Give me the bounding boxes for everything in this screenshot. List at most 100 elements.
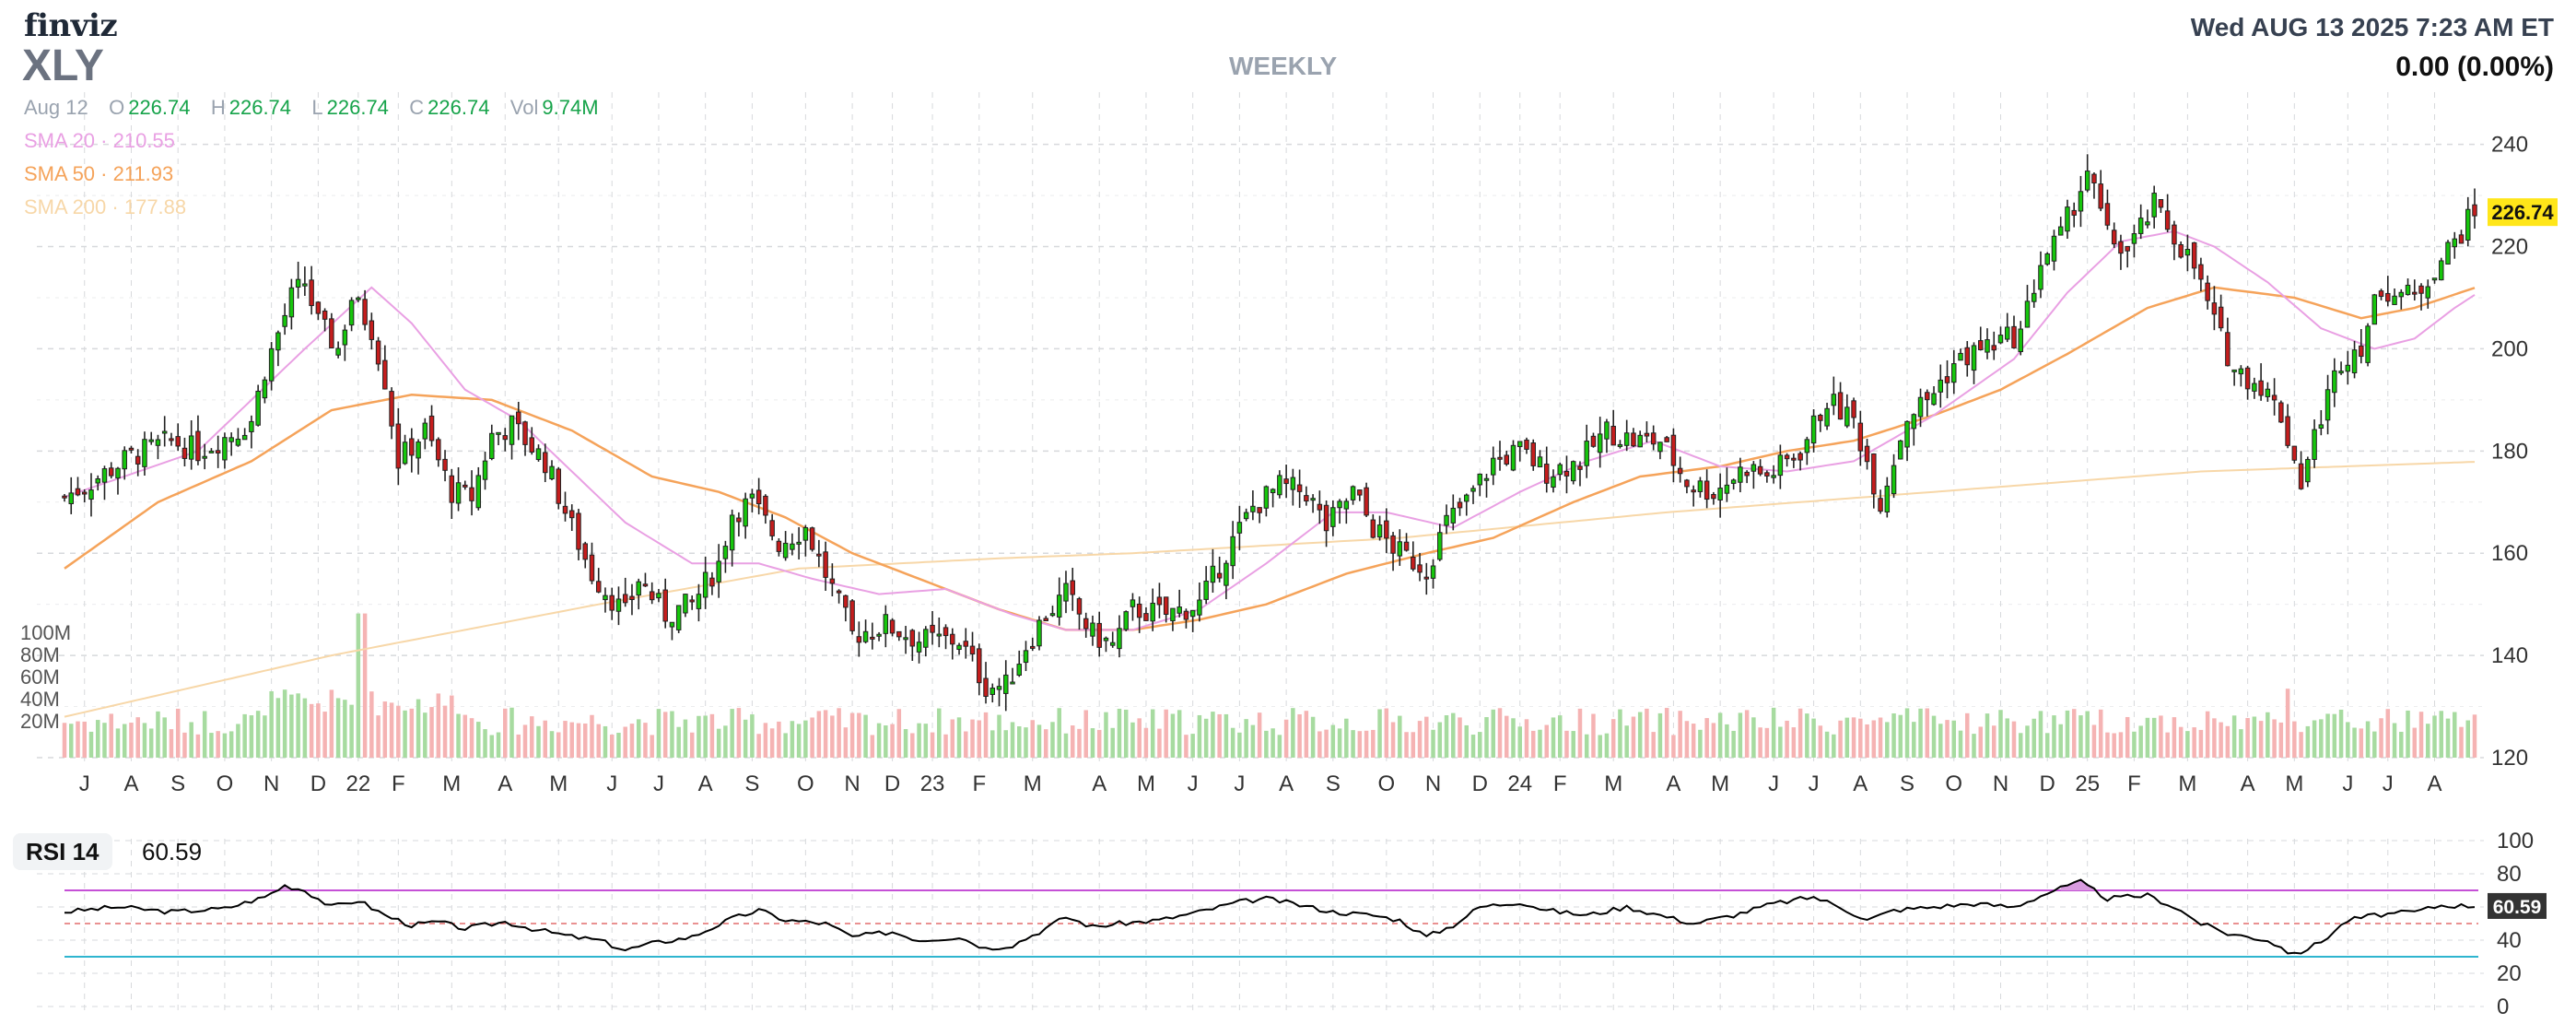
candle-body bbox=[1670, 434, 1677, 466]
volume-bar bbox=[643, 723, 648, 758]
candle-body bbox=[1524, 439, 1529, 450]
volume-bar bbox=[95, 720, 100, 758]
candle-body bbox=[2057, 226, 2064, 236]
candle-body bbox=[416, 441, 421, 459]
volume-bar bbox=[1143, 727, 1149, 758]
volume-bar bbox=[2258, 721, 2264, 758]
candle-body bbox=[1357, 489, 1363, 496]
candle-body bbox=[622, 594, 628, 604]
x-tick-label: M bbox=[1711, 771, 1729, 796]
volume-bar bbox=[2338, 709, 2344, 758]
volume-bar bbox=[1451, 712, 1456, 758]
candle-body bbox=[2098, 183, 2103, 209]
volume-bar bbox=[1404, 732, 1409, 758]
candle-body bbox=[769, 520, 775, 536]
candle-body bbox=[101, 468, 108, 483]
volume-bar bbox=[656, 709, 662, 758]
candle-body bbox=[1270, 489, 1276, 494]
candle-body bbox=[1417, 564, 1423, 573]
volume-bar bbox=[549, 731, 555, 758]
volume-bar bbox=[1945, 720, 1950, 758]
volume-bar bbox=[2198, 729, 2204, 758]
volume-bar bbox=[369, 691, 374, 758]
candle-body bbox=[1109, 642, 1116, 646]
candle-body bbox=[1477, 473, 1483, 486]
volume-bar bbox=[1838, 720, 1843, 758]
candle-body bbox=[829, 578, 836, 584]
volume-bar bbox=[1618, 709, 1622, 758]
volume-bar bbox=[69, 724, 74, 758]
candle-body bbox=[1557, 464, 1563, 476]
candle-body bbox=[983, 677, 989, 697]
candle-body bbox=[543, 452, 548, 474]
volume-bar bbox=[964, 731, 968, 758]
volume-bar bbox=[1310, 716, 1316, 758]
volume-bar bbox=[810, 717, 814, 758]
volume-bar bbox=[2432, 715, 2437, 758]
candle-body bbox=[977, 648, 982, 684]
volume-bar bbox=[1110, 727, 1115, 758]
candle-body bbox=[1150, 602, 1155, 622]
candle-body bbox=[1203, 580, 1209, 600]
volume-bar bbox=[456, 713, 461, 758]
candle-body bbox=[362, 299, 368, 325]
volume-bar bbox=[1631, 716, 1636, 758]
open-label: O bbox=[109, 96, 125, 119]
timeframe-label[interactable]: WEEKLY bbox=[1229, 52, 1338, 80]
rsi-indicator-label[interactable]: RSI 14 bbox=[13, 833, 112, 870]
candle-body bbox=[535, 448, 542, 461]
volume-bar bbox=[76, 721, 80, 758]
volume-bar bbox=[1444, 715, 1449, 758]
sma50-legend[interactable]: SMA 50 · 211.93 bbox=[24, 162, 174, 185]
x-tick-label: J bbox=[2342, 771, 2353, 796]
candle-body bbox=[2318, 424, 2324, 429]
candle-body bbox=[529, 437, 535, 453]
volume-bar bbox=[1972, 734, 1976, 758]
candle-body bbox=[2252, 383, 2257, 392]
volume-bar bbox=[1077, 728, 1082, 758]
volume-bar bbox=[1637, 712, 1643, 758]
volume-bar bbox=[2412, 727, 2418, 758]
x-tick-label: 22 bbox=[345, 771, 370, 796]
rsi-tick-label: 0 bbox=[2497, 995, 2509, 1019]
volume-bar bbox=[662, 712, 668, 758]
candle-body bbox=[2071, 209, 2077, 216]
sma200-legend[interactable]: SMA 200 · 177.88 bbox=[24, 195, 187, 218]
candle-body bbox=[2158, 199, 2164, 208]
candle-body bbox=[1444, 514, 1449, 526]
candle-body bbox=[1650, 432, 1657, 445]
volume-bar bbox=[1297, 713, 1302, 758]
candle-body bbox=[255, 390, 261, 426]
x-tick-label: S bbox=[744, 771, 759, 796]
sma20-legend[interactable]: SMA 20 · 210.55 bbox=[24, 129, 175, 152]
volume-bar bbox=[2091, 724, 2097, 758]
volume-bar bbox=[1912, 722, 1916, 758]
candle-body bbox=[1771, 475, 1776, 478]
candle-body bbox=[1818, 415, 1823, 421]
x-tick-label: J bbox=[2383, 771, 2394, 796]
volume-bar bbox=[723, 725, 728, 758]
candle-body bbox=[235, 438, 241, 446]
volume-tick-label: 100M bbox=[20, 621, 71, 644]
candle-body bbox=[1036, 619, 1042, 647]
candle-body bbox=[2271, 394, 2277, 401]
volume-bar bbox=[1424, 716, 1429, 758]
volume-bar bbox=[509, 707, 514, 758]
volume-bar bbox=[1584, 734, 1589, 758]
candle-body bbox=[68, 492, 74, 504]
low-value: 226.74 bbox=[326, 96, 389, 119]
candle-body bbox=[2218, 306, 2224, 329]
candle-body bbox=[2359, 345, 2364, 358]
candle-body bbox=[135, 455, 141, 465]
volume-bar bbox=[2178, 726, 2184, 758]
volume-bar bbox=[1764, 727, 1770, 758]
finviz-logo[interactable]: finviz bbox=[24, 7, 118, 44]
x-tick-label: M bbox=[2285, 771, 2303, 796]
volume-bar bbox=[1096, 729, 1102, 758]
candle-body bbox=[1985, 339, 1990, 353]
candle-body bbox=[2405, 284, 2411, 296]
candle-body bbox=[428, 415, 435, 441]
volume-bar bbox=[175, 708, 181, 758]
